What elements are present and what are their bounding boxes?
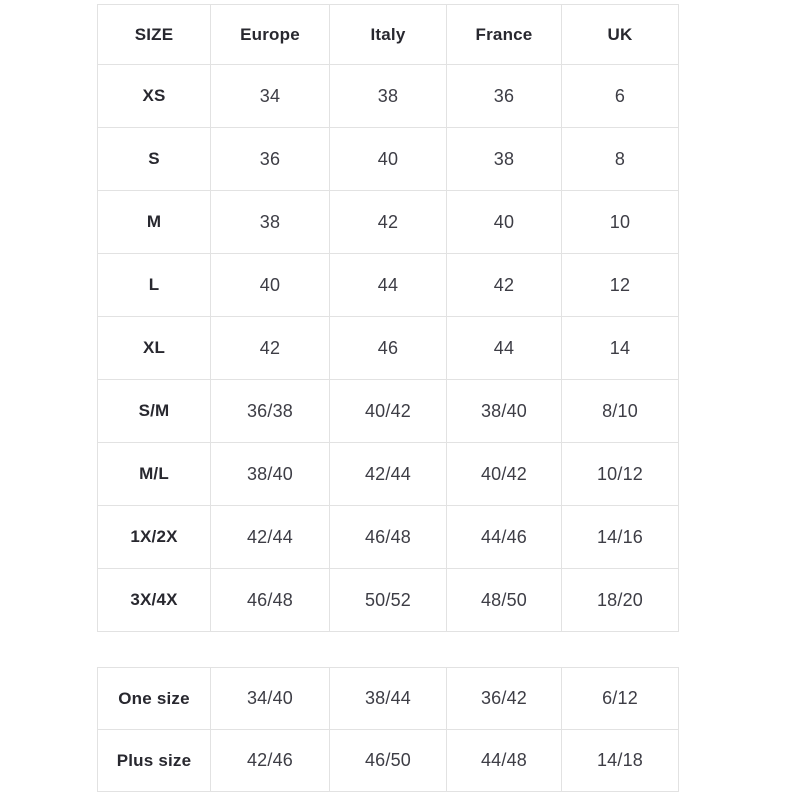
size-value-cell: 10 xyxy=(561,190,679,254)
size-row-label: S xyxy=(97,127,211,191)
size-row-label: L xyxy=(97,253,211,317)
size-row-label: S/M xyxy=(97,379,211,443)
size-row-label: 1X/2X xyxy=(97,505,211,569)
column-header-italy: Italy xyxy=(329,4,447,65)
size-value-cell: 8/10 xyxy=(561,379,679,443)
size-row-label: One size xyxy=(97,667,211,730)
size-row-label: M/L xyxy=(97,442,211,506)
size-value-cell: 44 xyxy=(329,253,447,317)
size-value-cell: 42/44 xyxy=(329,442,447,506)
size-value-cell: 34/40 xyxy=(210,667,330,730)
size-value-cell: 40 xyxy=(210,253,330,317)
size-value-cell: 10/12 xyxy=(561,442,679,506)
size-value-cell: 14/16 xyxy=(561,505,679,569)
table-row-1x-2x: 1X/2X 42/44 46/48 44/46 14/16 xyxy=(97,505,679,569)
size-value-cell: 42 xyxy=(329,190,447,254)
size-value-cell: 38 xyxy=(446,127,562,191)
size-row-label: XS xyxy=(97,64,211,128)
table-row-m: M 38 42 40 10 xyxy=(97,190,679,254)
size-value-cell: 42 xyxy=(210,316,330,380)
size-value-cell: 8 xyxy=(561,127,679,191)
size-value-cell: 18/20 xyxy=(561,568,679,632)
table-row-3x-4x: 3X/4X 46/48 50/52 48/50 18/20 xyxy=(97,568,679,632)
size-value-cell: 44 xyxy=(446,316,562,380)
size-value-cell: 34 xyxy=(210,64,330,128)
size-value-cell: 46 xyxy=(329,316,447,380)
size-value-cell: 38/44 xyxy=(329,667,447,730)
size-value-cell: 12 xyxy=(561,253,679,317)
size-value-cell: 46/48 xyxy=(210,568,330,632)
size-value-cell: 50/52 xyxy=(329,568,447,632)
table-row-m-l: M/L 38/40 42/44 40/42 10/12 xyxy=(97,442,679,506)
size-value-cell: 36 xyxy=(446,64,562,128)
header-row: SIZE Europe Italy France UK xyxy=(97,4,679,65)
size-value-cell: 36/38 xyxy=(210,379,330,443)
table-row-xl: XL 42 46 44 14 xyxy=(97,316,679,380)
size-value-cell: 40 xyxy=(446,190,562,254)
size-value-cell: 36/42 xyxy=(446,667,562,730)
size-row-label: Plus size xyxy=(97,729,211,792)
size-value-cell: 36 xyxy=(210,127,330,191)
size-value-cell: 38 xyxy=(210,190,330,254)
column-header-france: France xyxy=(446,4,562,65)
size-value-cell: 48/50 xyxy=(446,568,562,632)
column-header-uk: UK xyxy=(561,4,679,65)
size-row-label: 3X/4X xyxy=(97,568,211,632)
size-value-cell: 14/18 xyxy=(561,729,679,792)
size-value-cell: 42 xyxy=(446,253,562,317)
table-row-s: S 36 40 38 8 xyxy=(97,127,679,191)
table-row-one-size: One size 34/40 38/44 36/42 6/12 xyxy=(97,667,679,730)
size-value-cell: 46/50 xyxy=(329,729,447,792)
table-row-plus-size: Plus size 42/46 46/50 44/48 14/18 xyxy=(97,729,679,792)
size-value-cell: 38/40 xyxy=(210,442,330,506)
table-row-l: L 40 44 42 12 xyxy=(97,253,679,317)
size-value-cell: 46/48 xyxy=(329,505,447,569)
size-value-cell: 40/42 xyxy=(446,442,562,506)
table-row-xs: XS 34 38 36 6 xyxy=(97,64,679,128)
size-value-cell: 38 xyxy=(329,64,447,128)
special-sizes-table: One size 34/40 38/44 36/42 6/12 Plus siz… xyxy=(97,667,679,792)
size-value-cell: 44/48 xyxy=(446,729,562,792)
size-value-cell: 6/12 xyxy=(561,667,679,730)
size-value-cell: 40/42 xyxy=(329,379,447,443)
size-value-cell: 6 xyxy=(561,64,679,128)
size-row-label: M xyxy=(97,190,211,254)
size-value-cell: 40 xyxy=(329,127,447,191)
size-row-label: XL xyxy=(97,316,211,380)
size-value-cell: 42/46 xyxy=(210,729,330,792)
column-header-size: SIZE xyxy=(97,4,211,65)
size-value-cell: 42/44 xyxy=(210,505,330,569)
column-header-europe: Europe xyxy=(210,4,330,65)
table-row-s-m: S/M 36/38 40/42 38/40 8/10 xyxy=(97,379,679,443)
size-value-cell: 44/46 xyxy=(446,505,562,569)
size-value-cell: 14 xyxy=(561,316,679,380)
size-conversion-table: SIZE Europe Italy France UK XS 34 38 36 … xyxy=(97,4,679,632)
size-value-cell: 38/40 xyxy=(446,379,562,443)
